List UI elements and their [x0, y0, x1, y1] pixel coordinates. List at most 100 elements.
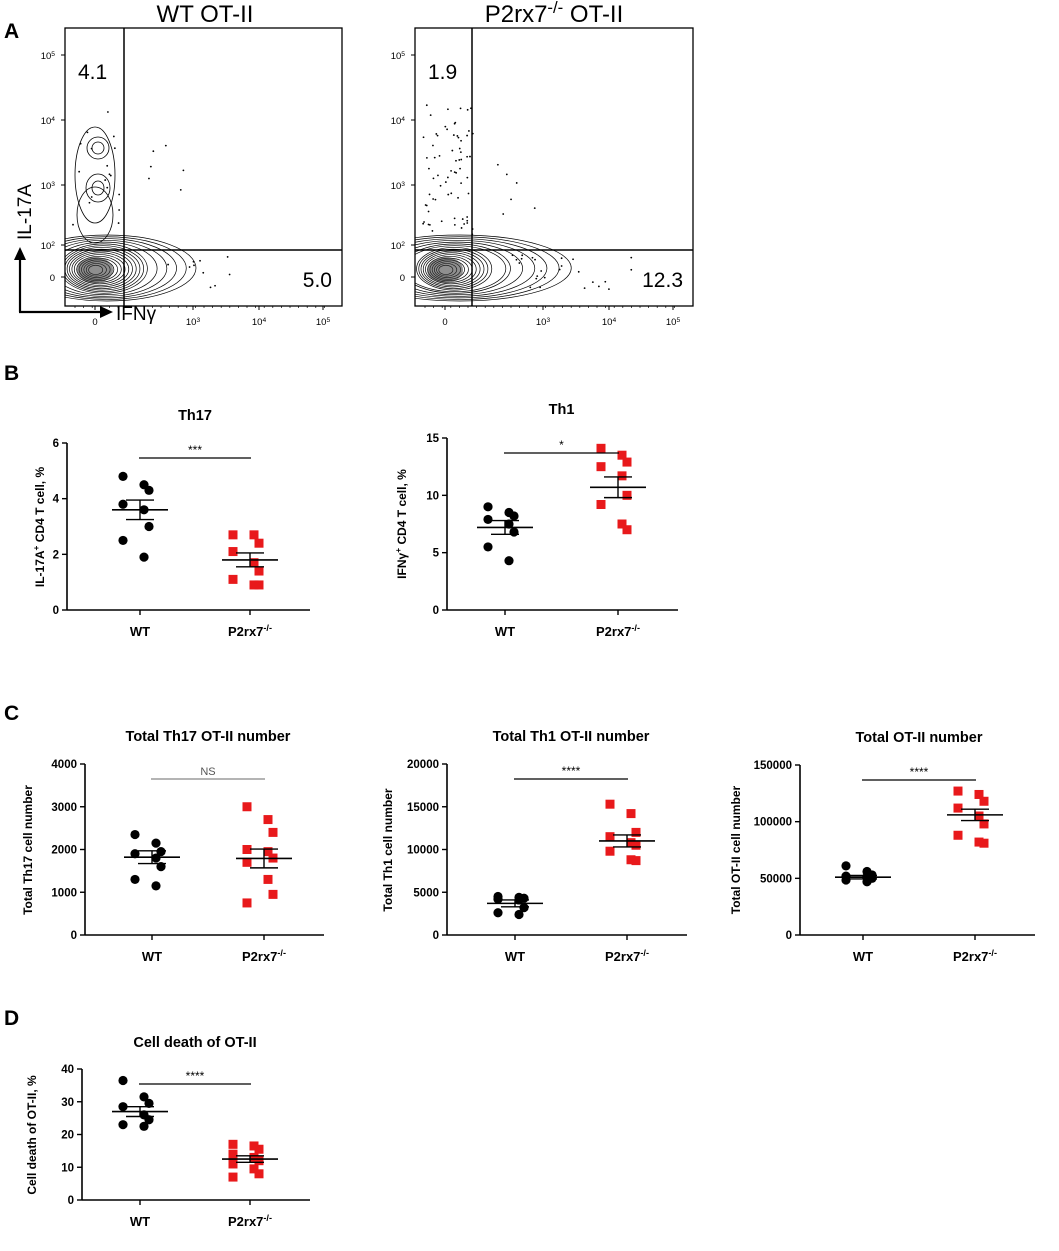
flow-event-dot: [608, 288, 610, 291]
data-point-wt: [841, 861, 851, 871]
data-point-p2rx7: [254, 580, 264, 590]
chart-title: Th17: [178, 408, 212, 424]
flow-event-dot: [447, 108, 449, 111]
series-wt: [487, 891, 543, 920]
flow-contour: [65, 247, 141, 291]
flow-y-tick-label: 0: [50, 273, 55, 284]
flow-event-dot: [447, 193, 450, 196]
flow-y-tick-label: 103: [41, 181, 56, 193]
flow-lower-right-percent: 12.3: [642, 269, 683, 292]
flow-event-dot: [505, 173, 508, 176]
chart-total-ot2: Total OT-II number Total OT-II cell numbe…: [729, 730, 1035, 964]
flow-event-dot: [496, 163, 499, 166]
flow-event-dot: [148, 177, 150, 180]
ylabel-arrowhead: [14, 247, 26, 260]
flow-event-dot: [446, 128, 449, 131]
panel-label-c: C: [4, 702, 19, 725]
data-point-wt: [504, 556, 514, 566]
flow-event-dot: [107, 111, 109, 113]
data-point-wt: [130, 874, 140, 885]
chart-y-tick-label: 4000: [51, 759, 77, 771]
flow-y-tick-label: 104: [41, 116, 56, 128]
panel-label-d: D: [4, 1007, 19, 1030]
flow-plot-frame: [64, 27, 343, 307]
flow-event-dot: [459, 167, 461, 170]
flow-y-tick-label: 104: [391, 116, 406, 128]
panel-label-a: A: [4, 20, 19, 43]
chart-y-tick-label: 10: [426, 490, 439, 502]
data-point-wt: [144, 1115, 154, 1125]
chart-ylabel: Total OT-II cell number: [729, 785, 743, 914]
chart-ylabel: Total Th17 cell number: [21, 785, 35, 915]
chart-cell-death: Cell death of OT-II Cell death of OT-II, …: [25, 1035, 310, 1229]
data-point-p2rx7: [979, 796, 989, 806]
data-point-wt: [139, 1121, 149, 1131]
chart-y-tick-label: 15: [426, 433, 439, 445]
data-point-p2rx7: [228, 574, 238, 584]
data-point-p2rx7: [254, 1156, 264, 1166]
flow-event-dot: [535, 277, 538, 280]
flow-contour: [69, 250, 133, 288]
chart-y-tick-label: 20000: [407, 759, 439, 771]
flow-event-dot: [450, 192, 453, 195]
series-p2rx7: [947, 786, 1003, 848]
chart-total-th1: Total Th1 OT-II number Total Th1 cell num…: [381, 729, 687, 964]
data-point-p2rx7: [596, 500, 606, 510]
data-point-wt: [139, 552, 149, 562]
chart-category-label: WT: [505, 949, 525, 964]
significance-label: NS: [200, 766, 215, 778]
flow-x-tick-label: 0: [92, 317, 97, 328]
flow-event-dot: [604, 280, 607, 283]
flow-event-dot: [515, 258, 518, 261]
flow-event-dot: [429, 114, 432, 117]
flow-event-dot: [510, 198, 512, 201]
flow-event-dot: [469, 155, 471, 158]
data-point-p2rx7: [605, 846, 615, 856]
data-point-p2rx7: [974, 811, 984, 821]
data-point-wt: [483, 542, 493, 552]
chart-y-tick-label: 0: [433, 930, 439, 942]
chart-category-label: WT: [853, 949, 873, 964]
flow-event-dot: [467, 192, 470, 195]
chart-category-label: P2rx7-/-: [242, 948, 286, 964]
flow-event-dot: [149, 165, 152, 168]
flow-event-dot: [179, 188, 182, 191]
flow-contours: [415, 104, 633, 302]
flow-event-dot: [458, 159, 461, 161]
chart-y-tick-label: 0: [68, 1195, 74, 1207]
flow-y-tick-label: 102: [391, 241, 406, 253]
data-point-p2rx7: [263, 815, 273, 825]
flow-event-dot: [432, 177, 435, 180]
significance-label: ****: [186, 1069, 205, 1083]
flow-x-tick-label: 104: [602, 317, 617, 329]
data-point-wt: [151, 881, 161, 891]
series-p2rx7: [222, 1139, 278, 1182]
flow-event-dot: [466, 216, 469, 218]
data-point-p2rx7: [626, 838, 636, 848]
chart-y-tick-label: 150000: [754, 760, 792, 772]
flow-event-dot: [427, 210, 430, 213]
chart-category-label: P2rx7-/-: [596, 623, 640, 639]
data-point-p2rx7: [228, 1159, 238, 1169]
flow-plot-p2rx7: P2rx7-/- OT-II 105 104 103 102 0 0 103 104 105 1.9…: [391, 0, 694, 329]
flow-event-dot: [457, 136, 460, 139]
series-wt: [124, 829, 180, 891]
flow-event-dot: [560, 257, 563, 260]
xlabel-arrowhead: [100, 306, 113, 318]
flow-plot-title: WT OT-II: [157, 1, 254, 28]
chart-y-tick-label: 4: [53, 494, 60, 506]
flow-event-dot: [422, 136, 425, 139]
chart-category-label: WT: [130, 624, 150, 639]
flow-ylabel: IL-17A: [15, 184, 36, 240]
data-point-wt: [118, 1102, 128, 1112]
data-point-p2rx7: [228, 530, 238, 540]
flow-x-tick-label: 105: [666, 317, 681, 329]
flow-event-dot: [466, 176, 469, 179]
significance-label: ****: [562, 764, 581, 778]
data-point-wt: [493, 908, 503, 918]
data-point-p2rx7: [254, 1144, 264, 1154]
flow-contour-island: [76, 186, 114, 244]
flow-plot-title: P2rx7-/- OT-II: [485, 0, 624, 28]
data-point-p2rx7: [631, 827, 641, 837]
